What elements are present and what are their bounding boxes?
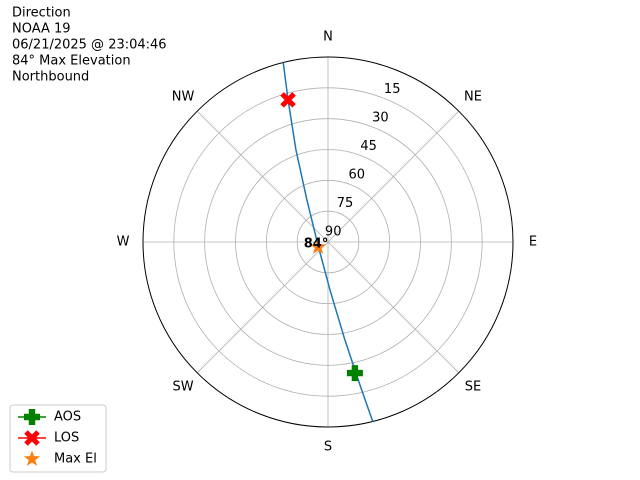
theta-tick-label: N xyxy=(323,30,333,45)
aos-marker xyxy=(346,365,363,382)
grid-ring xyxy=(296,210,360,274)
los-marker xyxy=(280,92,296,108)
r-tick-label: 75 xyxy=(337,196,354,211)
title-line: 84° Max Elevation xyxy=(12,54,131,69)
legend-label: LOS xyxy=(54,431,79,446)
theta-tick-label: W xyxy=(117,235,130,250)
grid-ring xyxy=(204,118,452,366)
grid-ring xyxy=(173,87,483,397)
grid-ring xyxy=(235,149,421,335)
theta-tick-label: E xyxy=(529,235,537,250)
max-el-annotation: 84° xyxy=(304,236,329,251)
title-line: Direction xyxy=(12,6,71,21)
r-tick-label: 15 xyxy=(384,82,401,97)
theta-tick-label: S xyxy=(324,440,332,455)
theta-tick-label: SW xyxy=(172,379,193,394)
los-marker xyxy=(24,430,40,446)
title-line: 06/21/2025 @ 23:04:46 xyxy=(12,38,167,53)
theta-tick-label: NW xyxy=(172,90,195,105)
legend-label: AOS xyxy=(54,410,81,425)
title-line: NOAA 19 xyxy=(12,22,71,37)
r-tick-label: 30 xyxy=(372,110,389,125)
polar-frame xyxy=(142,56,514,428)
title-line: Northbound xyxy=(12,70,89,85)
r-tick-label: 45 xyxy=(360,139,377,154)
legend-label: Max El xyxy=(54,452,97,467)
r-tick-label: 90 xyxy=(325,224,342,239)
theta-tick-label: NE xyxy=(464,90,482,105)
aos-marker xyxy=(24,409,40,425)
grid-ring xyxy=(265,179,391,305)
max-el-marker xyxy=(23,450,41,466)
r-tick-label: 60 xyxy=(349,167,366,182)
max-el-marker xyxy=(309,238,327,254)
theta-tick-label: SE xyxy=(465,379,481,394)
